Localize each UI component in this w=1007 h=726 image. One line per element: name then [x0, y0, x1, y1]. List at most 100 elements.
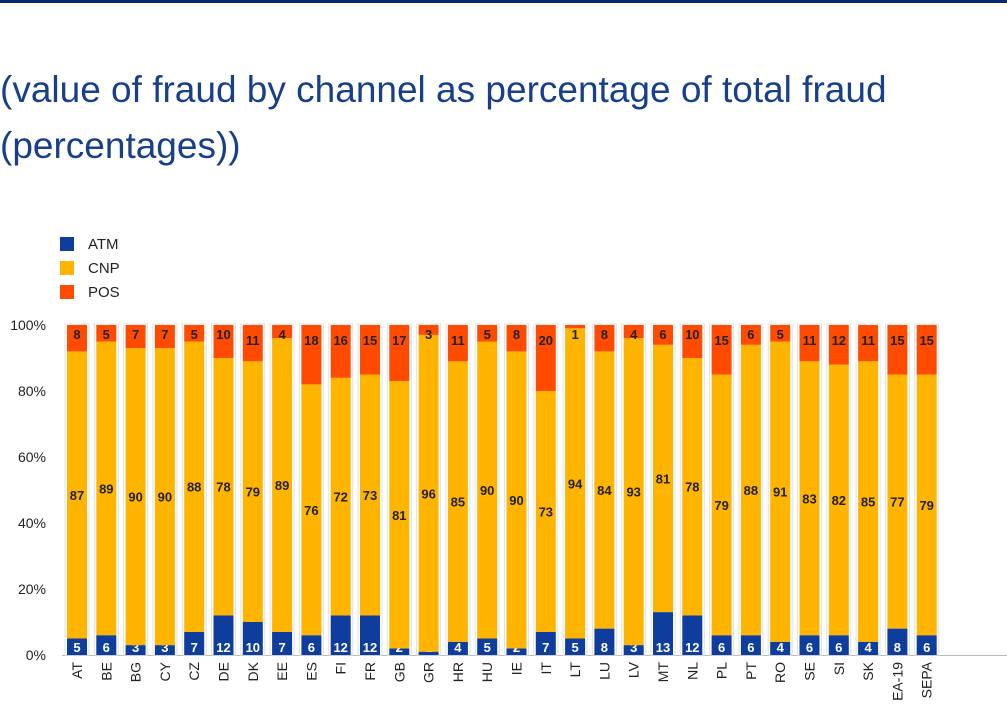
bar-segment-atm [184, 631, 205, 655]
data-label-pos: 10 [216, 327, 230, 342]
bar-segment-pos [213, 325, 234, 358]
x-tick-label: FI [333, 662, 349, 674]
data-label-atm: 7 [278, 640, 285, 655]
data-label-cnp: 91 [773, 485, 787, 500]
x-tick-label: DE [216, 662, 232, 681]
data-label-pos: 12 [832, 333, 846, 348]
x-tick-label: FR [362, 662, 378, 681]
bar-segment-pos [740, 325, 761, 345]
data-label-pos: 15 [890, 333, 904, 348]
data-label-cnp: 83 [802, 491, 816, 506]
x-tick-label: GB [391, 662, 407, 682]
bar-segment-cnp [916, 374, 937, 636]
data-label-atm: 5 [484, 640, 491, 655]
data-label-cnp: 79 [919, 498, 933, 513]
data-label-pos: 7 [132, 327, 139, 342]
x-tick-label: LV [626, 661, 642, 678]
bar-segment-atm [242, 622, 263, 655]
bar-segment-atm [887, 628, 908, 655]
bar-segment-pos [125, 325, 146, 349]
legend-item-cnp: CNP [60, 256, 120, 280]
bar-segment-cnp [125, 348, 146, 646]
data-label-atm: 6 [103, 640, 110, 655]
x-tick-label: EE [274, 662, 290, 681]
bar-segment-cnp [653, 344, 673, 613]
data-label-pos: 5 [484, 327, 491, 342]
data-label-pos: 10 [685, 327, 699, 342]
bar-segment-pos [184, 325, 205, 342]
data-label-pos: 15 [714, 333, 728, 348]
data-label-cnp: 79 [714, 498, 728, 513]
data-label-atm: 12 [685, 640, 699, 655]
bar-segment-atm [858, 641, 879, 655]
data-label-atm: 6 [308, 640, 315, 655]
legend-swatch-atm [60, 237, 74, 251]
data-label-atm: 6 [806, 640, 813, 655]
data-label-cnp: 82 [832, 493, 846, 508]
x-tick-label: LU [596, 662, 612, 680]
bar-segment-pos [711, 325, 732, 375]
bar-segment-pos [389, 325, 410, 382]
x-tick-label: LT [567, 662, 583, 678]
data-label-cnp: 89 [275, 478, 289, 493]
x-tick-label: CZ [186, 662, 202, 681]
data-label-cnp: 85 [451, 495, 465, 510]
bar-segment-atm [594, 628, 615, 655]
x-tick-label: SK [860, 661, 876, 680]
data-label-pos: 11 [803, 333, 817, 348]
data-label-pos: 18 [304, 333, 318, 348]
data-label-cnp: 90 [509, 493, 523, 508]
data-label-pos: 16 [333, 333, 347, 348]
bar-segment-cnp [447, 361, 468, 642]
bar-segment-atm [770, 641, 791, 655]
bar-segment-pos [682, 325, 703, 358]
top-bar [0, 0, 1007, 3]
x-tick-label: NL [684, 662, 700, 680]
x-tick-label: BG [128, 662, 144, 682]
legend-label: CNP [88, 259, 120, 277]
bar-segment-cnp [360, 374, 380, 616]
bar-segment-pos [330, 325, 351, 378]
bar-segment-cnp [213, 358, 234, 616]
bar-segment-atm [272, 631, 293, 655]
bar-segment-cnp [770, 341, 791, 642]
bar-segment-cnp [594, 351, 615, 629]
legend: ATM CNP POS [60, 232, 120, 304]
data-label-cnp: 88 [744, 483, 758, 498]
x-tick-label: DK [245, 661, 261, 681]
data-label-cnp: 93 [626, 485, 640, 500]
x-tick-label: SEPA [919, 661, 935, 698]
x-tick-label: IE [509, 662, 525, 675]
data-label-pos: 11 [451, 333, 465, 348]
bar-segment-pos [242, 325, 263, 362]
x-tick-label: RO [772, 662, 788, 683]
bar-segment-cnp [682, 358, 703, 616]
bar-segment-atm [623, 645, 644, 655]
data-label-cnp: 78 [216, 480, 230, 495]
data-label-cnp: 81 [392, 508, 406, 523]
x-tick-label: CY [157, 661, 173, 681]
data-label-cnp: 85 [861, 495, 875, 510]
bar-segment-atm [389, 648, 410, 655]
bar-segment-cnp [418, 334, 439, 652]
legend-swatch-pos [60, 285, 74, 299]
data-label-cnp: 73 [363, 488, 377, 503]
legend-item-atm: ATM [60, 232, 120, 256]
bar-segment-cnp [301, 384, 322, 636]
data-label-cnp: 77 [890, 495, 904, 510]
bar-segment-atm [447, 641, 468, 655]
x-tick-label: GR [421, 662, 437, 683]
bar-segment-pos [477, 325, 498, 342]
bar-segment-atm [477, 638, 498, 655]
chart-title: (value of fraud by channel as percentage… [0, 62, 887, 174]
data-label-atm: 13 [656, 640, 670, 655]
bar-segment-atm [360, 615, 380, 655]
data-label-cnp: 72 [333, 490, 347, 505]
bar-segment-pos [887, 325, 908, 375]
data-label-atm: 6 [747, 640, 754, 655]
data-label-atm: 3 [630, 640, 637, 655]
bar-segment-cnp [711, 374, 732, 636]
bar-segment-cnp [506, 351, 527, 649]
bar-segment-pos [799, 325, 820, 362]
bar-segment-atm [330, 615, 351, 655]
